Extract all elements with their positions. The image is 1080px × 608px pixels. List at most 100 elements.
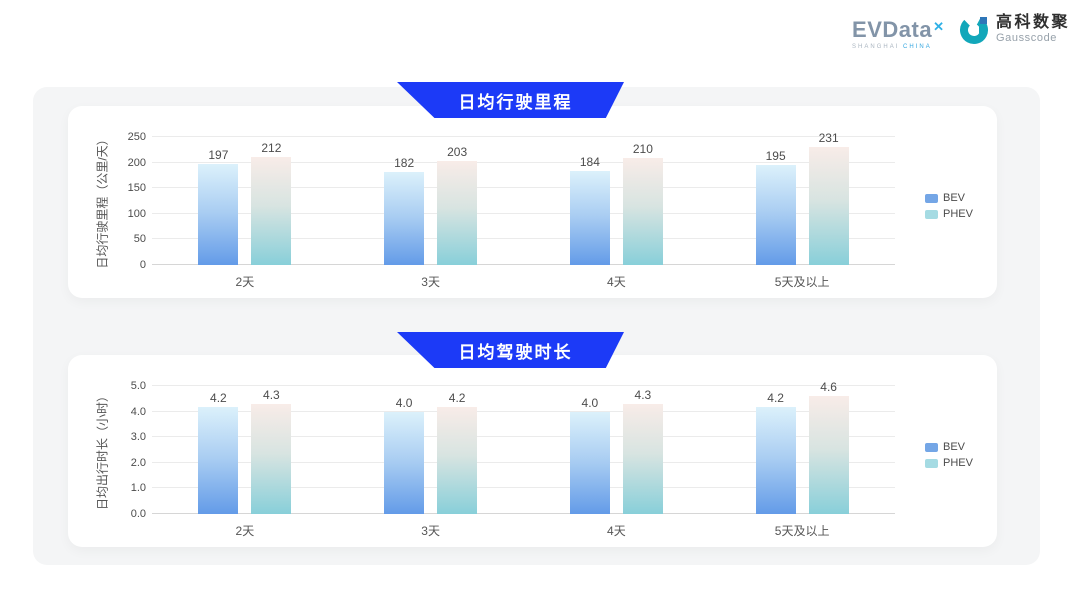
legend-item-phev[interactable]: PHEV bbox=[925, 457, 973, 469]
y-tick-label: 0 bbox=[139, 258, 146, 271]
evdata-logo: EVData✕ SHANGHAI CHINA bbox=[852, 14, 944, 51]
bar-value-label: 4.6 bbox=[820, 380, 837, 395]
bar-bev bbox=[384, 171, 425, 265]
bar-pair: 4.2 4.6 bbox=[709, 381, 895, 514]
legend-swatch-bev bbox=[925, 442, 938, 452]
bar-groups: 4.2 4.3 2天 4.0 4.2 3天 4.0 4.3 4天 4.2 4.6 5天及以上 bbox=[152, 381, 895, 538]
evdata-x-icon: ✕ bbox=[933, 19, 944, 34]
bar-value-label: 4.2 bbox=[448, 390, 466, 405]
y-tick-label: 5.0 bbox=[130, 380, 146, 392]
category-label: 5天及以上 bbox=[774, 275, 830, 289]
y-tick-label: 50 bbox=[133, 233, 146, 246]
mileage-chart-title: 日均行驶里程 bbox=[458, 92, 573, 112]
bar-value-label: 4.2 bbox=[767, 390, 784, 405]
bar-value-label: 4.3 bbox=[263, 387, 280, 402]
bar-value-label: 203 bbox=[447, 145, 468, 160]
bar-value-label: 210 bbox=[632, 141, 653, 156]
category-label: 3天 bbox=[421, 275, 440, 289]
x-axis-line bbox=[152, 513, 895, 514]
bar-value-label: 4.2 bbox=[210, 390, 227, 405]
bar-with-label: 184 bbox=[569, 154, 610, 265]
gridline bbox=[152, 212, 895, 214]
logo-block: EVData✕ SHANGHAI CHINA 高科数聚 Gausscode bbox=[852, 14, 1070, 50]
bar-with-label: 4.0 bbox=[569, 395, 610, 514]
bar-phev bbox=[437, 406, 478, 514]
category-label: 3天 bbox=[421, 524, 440, 538]
duration-chart-title: 日均驾驶时长 bbox=[458, 342, 573, 362]
legend-item-bev[interactable]: BEV bbox=[925, 192, 973, 204]
bar-phev bbox=[251, 403, 292, 514]
bar-value-label: 184 bbox=[579, 154, 600, 169]
bar-with-label: 4.2 bbox=[198, 390, 239, 514]
legend: BEV PHEV bbox=[925, 441, 973, 469]
duration-chart-card: 日均出行时长（小时） 5.0 4.0 3.0 2.0 1.0 0.0 4.2 4.3 2天 4.… bbox=[68, 355, 997, 547]
bar-phev bbox=[622, 157, 663, 265]
bar-with-label: 203 bbox=[437, 145, 478, 265]
bar-with-label: 182 bbox=[384, 155, 425, 265]
bar-pair: 4.0 4.2 bbox=[338, 390, 524, 514]
bar-bev bbox=[198, 406, 239, 514]
legend-item-bev[interactable]: BEV bbox=[925, 441, 973, 453]
y-tick-label: 1.0 bbox=[130, 482, 146, 495]
legend-swatch-bev bbox=[925, 193, 938, 203]
category-group: 4.0 4.2 3天 bbox=[338, 386, 524, 538]
gridline bbox=[152, 136, 895, 137]
y-tick-label: 4.0 bbox=[130, 405, 146, 418]
bar-phev bbox=[622, 403, 663, 514]
evdata-wordmark: EVData bbox=[852, 17, 933, 42]
y-tick-label: 200 bbox=[127, 156, 146, 169]
y-tick-label: 3.0 bbox=[130, 431, 146, 444]
gridline bbox=[152, 461, 895, 463]
bar-bev bbox=[569, 170, 610, 265]
category-group: 195 231 5天及以上 bbox=[709, 132, 895, 289]
bar-pair: 4.0 4.3 bbox=[524, 389, 710, 514]
y-tick-label: 2.0 bbox=[130, 456, 146, 469]
gridline bbox=[152, 161, 895, 163]
category-label: 4天 bbox=[607, 275, 626, 289]
y-tick-label: 0.0 bbox=[130, 507, 146, 520]
legend-label: PHEV bbox=[943, 208, 973, 220]
category-label: 4天 bbox=[607, 524, 626, 538]
y-axis-tick-labels: 250 200 150 100 50 0 bbox=[108, 130, 146, 272]
bar-phev bbox=[808, 146, 849, 265]
gausscode-cn-name: 高科数聚 bbox=[995, 14, 1070, 31]
bar-pair: 195 231 bbox=[709, 132, 895, 265]
bar-with-label: 4.2 bbox=[437, 390, 478, 514]
bar-pair: 197 212 bbox=[152, 142, 338, 265]
bar-bev bbox=[755, 165, 796, 265]
gausscode-en-name: Gausscode bbox=[995, 32, 1058, 45]
y-tick-label: 250 bbox=[127, 131, 146, 143]
bar-value-label: 4.0 bbox=[581, 395, 599, 410]
evdata-subtitle-right: CHINA bbox=[903, 44, 932, 50]
bar-bev bbox=[569, 411, 610, 514]
legend-item-phev[interactable]: PHEV bbox=[925, 208, 973, 220]
category-group: 4.2 4.3 2天 bbox=[152, 386, 338, 538]
legend-swatch-phev bbox=[925, 458, 938, 468]
legend-label: BEV bbox=[943, 192, 966, 204]
mileage-chart-card: 日均行驶里程（公里/天） 250 200 150 100 50 0 197 212 2天 182… bbox=[68, 106, 997, 298]
gausscode-logo: 高科数聚 Gausscode bbox=[959, 14, 1070, 45]
bar-bev bbox=[198, 164, 239, 265]
bar-groups: 197 212 2天 182 203 3天 184 210 4天 195 231 5天及以上 bbox=[152, 132, 895, 289]
bar-value-label: 4.0 bbox=[395, 395, 413, 410]
bar-phev bbox=[251, 156, 292, 265]
evdata-subtitle: SHANGHAI CHINA bbox=[852, 44, 943, 50]
x-axis-line bbox=[152, 264, 895, 265]
category-group: 182 203 3天 bbox=[338, 137, 524, 289]
gridline bbox=[152, 187, 895, 189]
category-label: 5天及以上 bbox=[774, 524, 830, 538]
bar-value-label: 182 bbox=[394, 155, 415, 170]
evdata-subtitle-left: SHANGHAI bbox=[852, 44, 900, 50]
gridline bbox=[152, 238, 895, 240]
bar-with-label: 4.0 bbox=[384, 395, 425, 514]
category-group: 184 210 4天 bbox=[524, 137, 710, 289]
bar-pair: 4.2 4.3 bbox=[152, 389, 338, 514]
category-label: 2天 bbox=[235, 275, 255, 289]
plot-area: 197 212 2天 182 203 3天 184 210 4天 195 231 5天及以上 bbox=[152, 132, 895, 289]
bar-value-label: 231 bbox=[818, 130, 839, 145]
bar-phev bbox=[437, 161, 478, 265]
gridline bbox=[152, 487, 895, 489]
legend-label: BEV bbox=[943, 441, 966, 453]
bar-pair: 184 210 bbox=[524, 141, 710, 265]
